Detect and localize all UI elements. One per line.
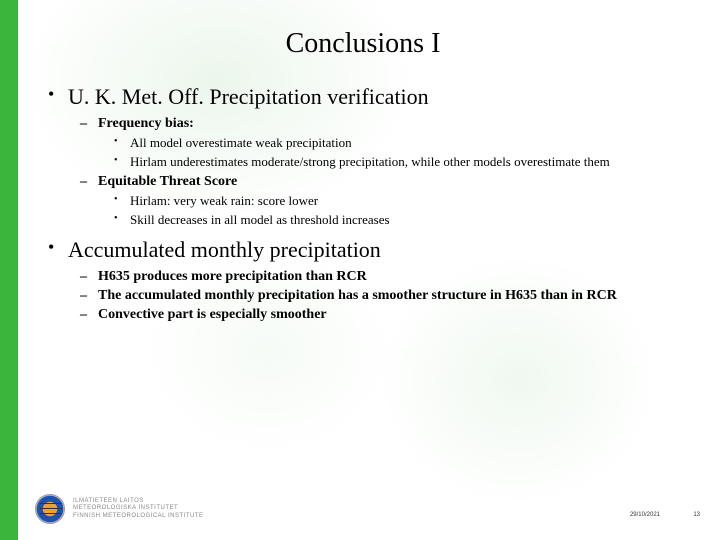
left-accent-bar — [0, 0, 18, 540]
list-item: Frequency bias: All model overestimate w… — [68, 116, 680, 171]
slide-number: 13 — [693, 512, 700, 518]
list-item: Equitable Threat Score Hirlam: very weak… — [68, 174, 680, 229]
bullet-text: Accumulated monthly precipitation — [68, 237, 381, 262]
bullet-text: U. K. Met. Off. Precipitation verificati… — [68, 84, 429, 109]
list-item: All model overestimate weak precipitatio… — [98, 135, 680, 152]
org-line: FINNISH METEOROLOGICAL INSTITUTE — [73, 513, 203, 520]
slide-footer: ILMATIETEEN LAITOS METEOROLOGISKA INSTIT… — [0, 490, 720, 540]
list-item: Convective part is especially smoother — [68, 307, 680, 323]
bullet-text: Equitable Threat Score — [98, 174, 237, 189]
list-item: H635 produces more precipitation than RC… — [68, 269, 680, 285]
org-line: ILMATIETEEN LAITOS — [73, 498, 203, 505]
list-item: Hirlam underestimates moderate/strong pr… — [98, 154, 680, 171]
org-line: METEOROLOGISKA INSTITUTET — [73, 505, 203, 512]
org-name: ILMATIETEEN LAITOS METEOROLOGISKA INSTIT… — [73, 498, 203, 520]
list-item: The accumulated monthly precipitation ha… — [68, 288, 680, 304]
org-logo: ILMATIETEEN LAITOS METEOROLOGISKA INSTIT… — [35, 494, 203, 524]
list-item: U. K. Met. Off. Precipitation verificati… — [46, 84, 680, 229]
slide-content: Conclusions I U. K. Met. Off. Precipitat… — [18, 0, 720, 540]
list-item: Accumulated monthly precipitation H635 p… — [46, 237, 680, 323]
list-item: Skill decreases in all model as threshol… — [98, 212, 680, 229]
slide-title: Conclusions I — [46, 28, 680, 60]
bullet-text: Frequency bias: — [98, 116, 194, 131]
globe-icon — [35, 494, 65, 524]
footer-date: 29/10/2021 — [630, 512, 660, 518]
list-item: Hirlam: very weak rain: score lower — [98, 193, 680, 210]
bullet-list: U. K. Met. Off. Precipitation verificati… — [46, 84, 680, 323]
